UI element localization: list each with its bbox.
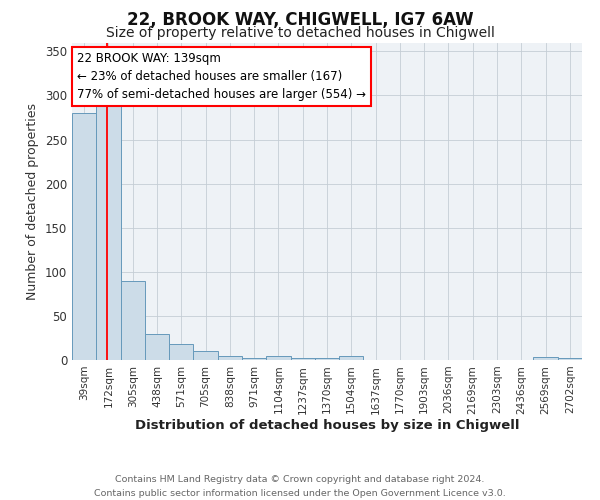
Bar <box>533 358 558 360</box>
Bar <box>266 356 290 360</box>
Bar <box>72 113 96 360</box>
Bar <box>290 358 315 360</box>
Text: 22, BROOK WAY, CHIGWELL, IG7 6AW: 22, BROOK WAY, CHIGWELL, IG7 6AW <box>127 11 473 29</box>
X-axis label: Distribution of detached houses by size in Chigwell: Distribution of detached houses by size … <box>135 419 519 432</box>
Bar <box>339 356 364 360</box>
Bar <box>242 358 266 360</box>
Bar <box>96 69 121 360</box>
Bar <box>315 358 339 360</box>
Bar <box>169 344 193 360</box>
Text: Size of property relative to detached houses in Chigwell: Size of property relative to detached ho… <box>106 26 494 40</box>
Bar <box>218 356 242 360</box>
Bar <box>145 334 169 360</box>
Bar <box>121 280 145 360</box>
Text: 22 BROOK WAY: 139sqm
← 23% of detached houses are smaller (167)
77% of semi-deta: 22 BROOK WAY: 139sqm ← 23% of detached h… <box>77 52 366 101</box>
Bar <box>558 358 582 360</box>
Bar <box>193 351 218 360</box>
Text: Contains HM Land Registry data © Crown copyright and database right 2024.
Contai: Contains HM Land Registry data © Crown c… <box>94 476 506 498</box>
Y-axis label: Number of detached properties: Number of detached properties <box>26 103 40 300</box>
